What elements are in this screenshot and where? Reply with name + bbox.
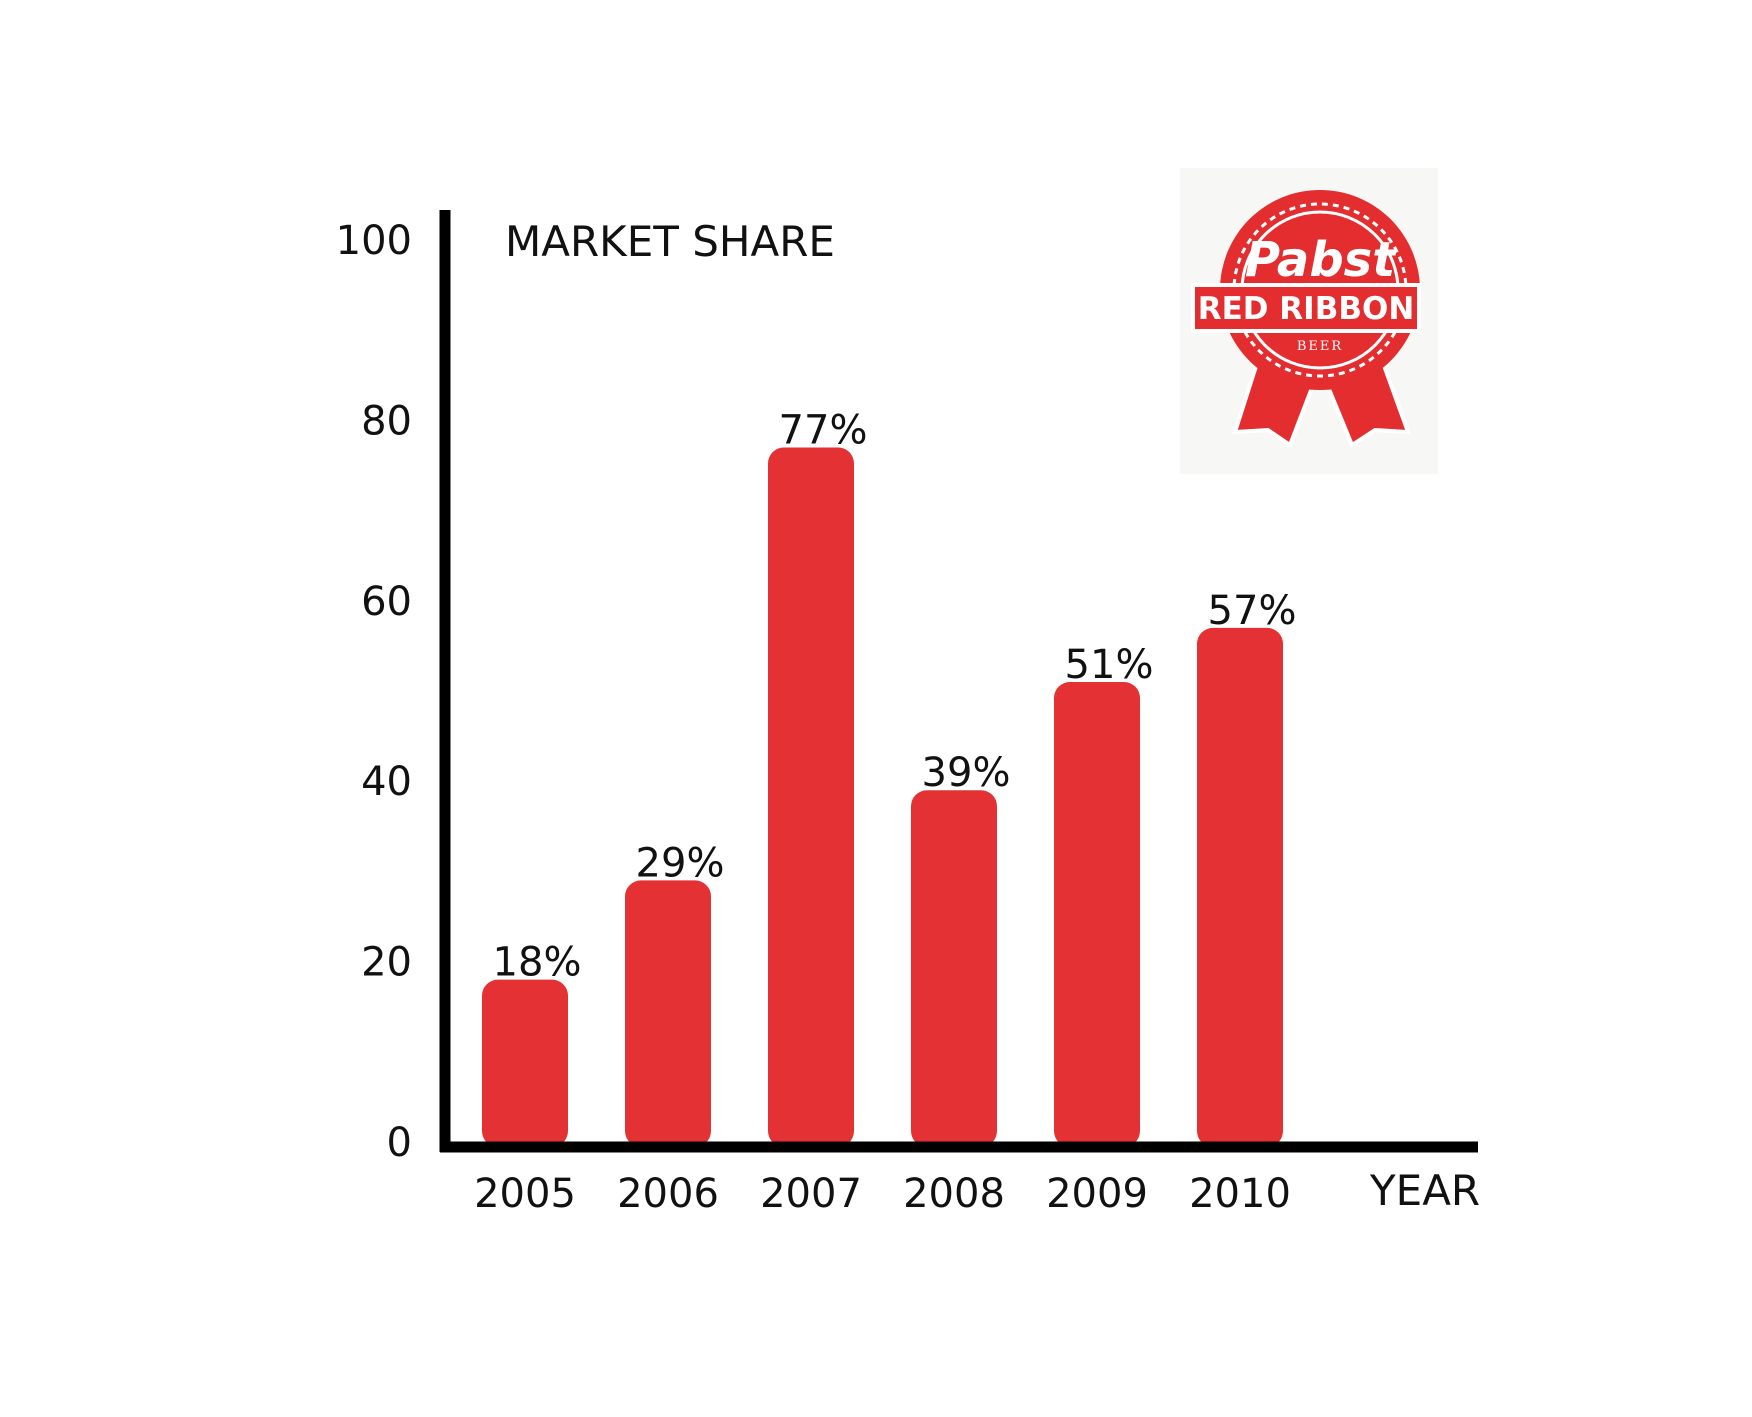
- data-label: 18%: [493, 940, 582, 986]
- x-tick-label: 2009: [1046, 1171, 1148, 1217]
- bar: [1054, 681, 1140, 1147]
- y-axis-label: MARKET SHARE: [505, 217, 835, 266]
- x-tick-label: 2005: [474, 1171, 576, 1217]
- logo-name: RED RIBBON: [1198, 291, 1415, 327]
- bar: [625, 880, 711, 1147]
- x-tick-label: 2010: [1189, 1171, 1291, 1217]
- y-tick-label: 100: [336, 218, 412, 264]
- x-tick-label: 2007: [760, 1171, 862, 1217]
- bar: [482, 979, 568, 1147]
- x-axis-label: YEAR: [1369, 1166, 1480, 1215]
- x-tick-label: 2006: [617, 1171, 719, 1217]
- bar: [768, 447, 854, 1148]
- logo-sub: BEER: [1297, 339, 1343, 354]
- y-tick-label: 0: [387, 1120, 412, 1166]
- y-tick-label: 60: [361, 579, 412, 625]
- x-tick-labels: 2005 2006 2007 2008 2009 2010: [474, 1171, 1291, 1217]
- data-label: 77%: [779, 407, 868, 453]
- data-label: 29%: [636, 840, 725, 886]
- data-label: 57%: [1208, 588, 1297, 634]
- logo-brand: Pabst: [1245, 232, 1397, 288]
- logo-banner: [1191, 283, 1421, 333]
- y-tick-labels: 0 20 40 60 80 100: [336, 218, 412, 1166]
- bars: [482, 447, 1283, 1148]
- data-labels: 18% 29% 77% 39% 51% 57%: [493, 407, 1297, 985]
- x-tick-label: 2008: [903, 1171, 1005, 1217]
- pabst-red-ribbon-logo: Pabst RED RIBBON BEER: [1180, 168, 1438, 474]
- y-tick-label: 80: [361, 398, 412, 444]
- y-tick-label: 20: [361, 940, 412, 986]
- bar: [1197, 627, 1283, 1147]
- bar: [911, 790, 997, 1147]
- data-label: 51%: [1065, 642, 1154, 688]
- y-tick-label: 40: [361, 759, 412, 805]
- data-label: 39%: [922, 750, 1011, 796]
